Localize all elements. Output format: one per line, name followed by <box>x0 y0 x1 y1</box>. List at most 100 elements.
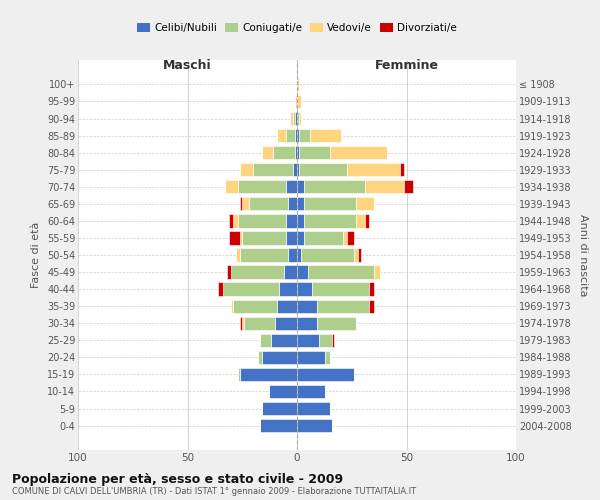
Bar <box>233 300 277 313</box>
Bar <box>293 163 297 176</box>
Bar <box>358 248 361 262</box>
Bar <box>273 146 295 160</box>
Bar <box>297 282 313 296</box>
Bar <box>347 232 354 244</box>
Bar <box>297 368 354 381</box>
Bar <box>233 214 238 228</box>
Bar <box>301 248 354 262</box>
Bar <box>284 266 297 278</box>
Bar <box>240 368 297 381</box>
Bar <box>242 316 244 330</box>
Bar <box>317 300 369 313</box>
Bar <box>288 248 297 262</box>
Bar <box>225 180 238 194</box>
Bar <box>240 163 253 176</box>
Bar <box>297 180 304 194</box>
Bar <box>400 163 404 176</box>
Bar <box>295 146 297 160</box>
Bar <box>297 350 325 364</box>
Bar <box>295 112 297 125</box>
Bar <box>404 180 413 194</box>
Bar <box>238 180 286 194</box>
Bar <box>242 197 249 210</box>
Bar <box>240 316 242 330</box>
Text: Popolazione per età, sesso e stato civile - 2009: Popolazione per età, sesso e stato civil… <box>12 472 343 486</box>
Bar <box>297 146 299 160</box>
Bar <box>260 334 271 347</box>
Bar <box>299 163 347 176</box>
Bar <box>297 248 301 262</box>
Bar <box>330 146 387 160</box>
Bar <box>325 350 330 364</box>
Bar <box>297 78 299 91</box>
Bar <box>317 316 356 330</box>
Bar <box>332 334 334 347</box>
Bar <box>356 197 374 210</box>
Bar <box>369 300 374 313</box>
Bar <box>223 282 280 296</box>
Bar <box>277 129 286 142</box>
Bar <box>297 197 304 210</box>
Bar <box>297 316 317 330</box>
Bar <box>260 419 297 432</box>
Bar <box>343 232 347 244</box>
Bar <box>269 385 297 398</box>
Text: Maschi: Maschi <box>163 60 212 72</box>
Bar <box>262 402 297 415</box>
Bar <box>295 129 297 142</box>
Bar <box>249 197 288 210</box>
Bar <box>374 266 380 278</box>
Bar <box>297 334 319 347</box>
Bar <box>297 300 317 313</box>
Bar <box>319 334 332 347</box>
Bar <box>286 180 297 194</box>
Bar <box>347 163 400 176</box>
Bar <box>304 180 365 194</box>
Bar <box>293 112 295 125</box>
Bar <box>304 214 356 228</box>
Bar <box>218 282 223 296</box>
Bar <box>229 214 233 228</box>
Bar <box>240 197 242 210</box>
Bar <box>308 266 374 278</box>
Text: Femmine: Femmine <box>374 60 439 72</box>
Bar <box>253 163 293 176</box>
Bar <box>236 248 240 262</box>
Bar <box>257 350 262 364</box>
Bar <box>297 419 332 432</box>
Bar <box>295 95 297 108</box>
Y-axis label: Anni di nascita: Anni di nascita <box>578 214 588 296</box>
Bar <box>297 163 299 176</box>
Bar <box>365 214 369 228</box>
Bar <box>297 112 299 125</box>
Bar <box>271 334 297 347</box>
Legend: Celibi/Nubili, Coniugati/e, Vedovi/e, Divorziati/e: Celibi/Nubili, Coniugati/e, Vedovi/e, Di… <box>133 18 461 37</box>
Bar <box>232 266 284 278</box>
Bar <box>240 248 288 262</box>
Bar <box>275 316 297 330</box>
Bar <box>286 232 297 244</box>
Bar <box>229 232 240 244</box>
Bar <box>354 248 358 262</box>
Bar <box>238 214 286 228</box>
Bar <box>286 129 295 142</box>
Bar <box>365 180 404 194</box>
Bar <box>240 232 242 244</box>
Bar <box>238 368 240 381</box>
Bar <box>369 282 374 296</box>
Bar <box>304 232 343 244</box>
Bar <box>227 266 232 278</box>
Bar <box>244 316 275 330</box>
Bar <box>297 402 330 415</box>
Bar <box>290 112 293 125</box>
Bar <box>262 146 273 160</box>
Bar <box>299 146 330 160</box>
Bar <box>297 385 325 398</box>
Bar <box>297 129 299 142</box>
Bar <box>299 112 301 125</box>
Bar <box>277 300 297 313</box>
Bar <box>313 282 369 296</box>
Bar <box>297 95 301 108</box>
Bar <box>304 197 356 210</box>
Bar <box>232 300 233 313</box>
